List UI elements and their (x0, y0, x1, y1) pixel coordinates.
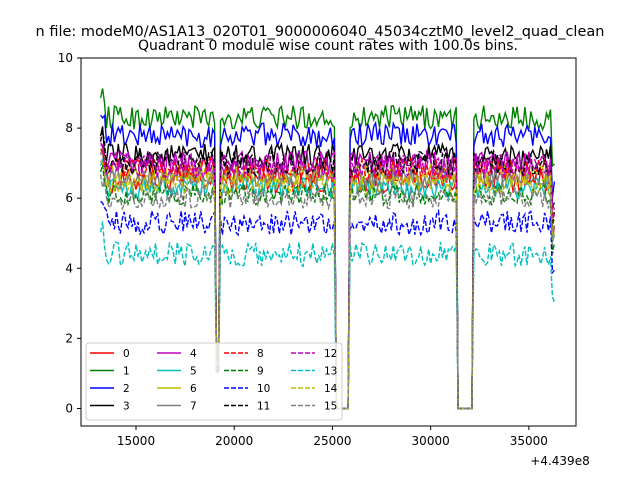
legend-label-9: 9 (257, 366, 264, 378)
legend-label-3: 3 (123, 401, 130, 413)
legend-label-11: 11 (257, 401, 270, 413)
series-layer (99, 88, 556, 410)
y-tick-label: 0 (65, 401, 73, 415)
legend-label-10: 10 (257, 383, 270, 395)
y-axis: 0 2 4 6 8 10 (58, 51, 81, 415)
y-tick-label: 8 (65, 121, 73, 135)
x-tick-label: 15000 (117, 434, 155, 448)
series-line-13 (99, 221, 556, 410)
legend-label-15: 15 (324, 401, 337, 413)
legend-label-7: 7 (190, 401, 197, 413)
series-line-10 (100, 200, 555, 410)
series-line-5 (99, 158, 556, 410)
legend-label-5: 5 (190, 366, 197, 378)
x-tick-label: 25000 (313, 434, 351, 448)
legend-box (85, 342, 343, 421)
y-tick-label: 10 (58, 51, 73, 65)
y-tick-label: 6 (65, 191, 73, 205)
y-tick-label: 2 (65, 331, 73, 345)
series-line-12 (100, 144, 556, 410)
series-line-2 (100, 113, 556, 410)
x-axis-offset-label: +4.439e8 (530, 454, 589, 468)
series-line-1 (99, 88, 555, 410)
x-tick-label: 20000 (215, 434, 253, 448)
series-line-14 (100, 160, 556, 410)
x-axis: 15000 20000 25000 30000 35000 (117, 426, 548, 448)
x-tick-label: 30000 (412, 434, 450, 448)
figure-suptitle: n file: modeM0/AS1A13_020T01_9000006040_… (36, 24, 605, 40)
legend-label-8: 8 (257, 348, 264, 360)
chart-title: Quadrant 0 module wise count rates with … (138, 38, 518, 54)
y-tick-label: 4 (65, 261, 73, 275)
legend-label-0: 0 (123, 348, 130, 360)
x-tick-label: 35000 (510, 434, 548, 448)
legend-label-4: 4 (190, 348, 197, 360)
series-line-15 (99, 174, 555, 410)
legend-label-14: 14 (324, 383, 338, 395)
legend-label-1: 1 (123, 366, 130, 378)
plot-frame (80, 57, 577, 427)
legend-label-13: 13 (324, 366, 337, 378)
legend-label-12: 12 (324, 348, 337, 360)
legend-label-6: 6 (190, 383, 197, 395)
legend-label-2: 2 (123, 383, 130, 395)
